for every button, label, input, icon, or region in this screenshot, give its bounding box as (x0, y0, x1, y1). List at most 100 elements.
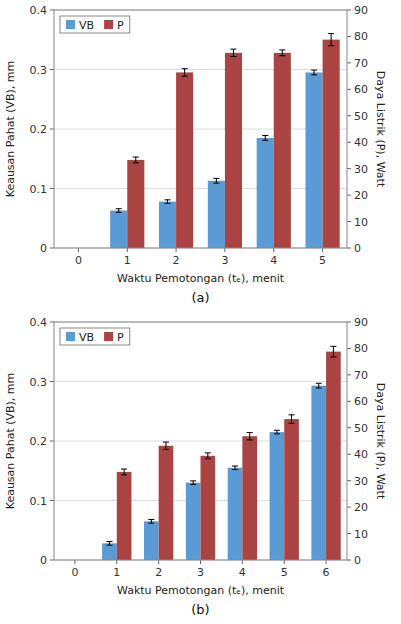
error-bar (121, 469, 127, 475)
bar (201, 456, 216, 560)
y2-tick-label: 80 (354, 30, 368, 43)
y-tick-label: 0.3 (30, 64, 48, 77)
chart: 00.10.20.30.40102030405060708090012345Wa… (0, 0, 401, 312)
x-tick (284, 560, 285, 564)
x-tick-label: 2 (173, 254, 180, 267)
y2-tick (347, 221, 351, 222)
y2-tick (347, 374, 351, 375)
y-tick (50, 129, 54, 130)
x-tick (322, 248, 323, 252)
bar (110, 211, 127, 248)
bar (270, 432, 285, 560)
error-bar (106, 542, 112, 546)
bar (228, 468, 243, 560)
y2-tick (347, 168, 351, 169)
bar (127, 160, 144, 248)
grid-line (54, 129, 347, 130)
x-axis-label: Waktu Pemotongan (tₑ), menit (117, 584, 285, 597)
y2-tick (347, 427, 351, 428)
error-bar (190, 481, 196, 485)
error-bar (116, 209, 122, 213)
bar (311, 386, 326, 560)
plot-background (54, 322, 347, 560)
y-tick-label: 0 (40, 242, 47, 255)
bar (102, 543, 117, 560)
bar (186, 483, 201, 560)
marks (110, 34, 340, 248)
y-tick-label: 0.1 (30, 495, 48, 508)
error-bar (311, 70, 317, 75)
bar (305, 72, 322, 248)
legend-entry: P (117, 331, 124, 344)
bar (257, 138, 274, 248)
y-tick-label: 0 (40, 554, 47, 567)
y2-tick (347, 62, 351, 63)
y2-tick-label: 40 (354, 136, 368, 149)
plot: 00.10.20.30.401020304050607080900123456W… (4, 316, 387, 617)
x-tick (127, 248, 128, 252)
y2-tick-label: 30 (354, 163, 368, 176)
y-tick (50, 500, 54, 501)
y-tick-label: 0.4 (30, 4, 48, 17)
y-tick-label: 0.1 (30, 183, 48, 196)
y-tick (50, 69, 54, 70)
y2-tick (347, 507, 351, 508)
bar (323, 40, 340, 248)
y2-tick (347, 533, 351, 534)
x-tick-label: 1 (124, 254, 131, 267)
y2-tick-label: 10 (354, 216, 368, 229)
x-tick (326, 560, 327, 564)
legend-entry: VB (79, 19, 94, 32)
plot-frame (54, 10, 347, 248)
y2-tick-label: 90 (354, 4, 368, 17)
y2-tick (347, 142, 351, 143)
x-tick (78, 248, 79, 252)
x-tick-label: 4 (270, 254, 277, 267)
y2-tick-label: 60 (354, 395, 368, 408)
y2-tick (347, 322, 351, 323)
x-tick (273, 248, 274, 252)
y-tick-label: 0.4 (30, 316, 48, 329)
bar (176, 72, 193, 248)
y-tick (50, 322, 54, 323)
y2-tick-label: 20 (354, 189, 368, 202)
plot: 00.10.20.30.40102030405060708090012345Wa… (4, 4, 387, 305)
y2-axis-label: Daya Listrik (P), Watt (374, 71, 387, 188)
grid-line (54, 381, 347, 382)
y2-tick (347, 248, 351, 249)
legend-swatch (66, 332, 75, 341)
y-tick (50, 381, 54, 382)
bar (208, 181, 225, 248)
bar (159, 202, 176, 248)
error-bar (289, 415, 295, 423)
y2-tick-label: 10 (354, 528, 368, 541)
grid-line (54, 441, 347, 442)
x-tick-label: 5 (319, 254, 326, 267)
legend-entry: VB (79, 331, 94, 344)
y2-tick-label: 50 (354, 110, 368, 123)
x-tick-label: 2 (155, 566, 162, 579)
error-bar (247, 433, 253, 440)
error-bar (330, 346, 336, 357)
x-axis-label: Waktu Pemotongan (tₑ), menit (117, 272, 285, 285)
x-tick-label: 5 (281, 566, 288, 579)
y2-tick-label: 50 (354, 422, 368, 435)
y2-tick (347, 560, 351, 561)
y2-tick (347, 454, 351, 455)
y-tick-label: 0.2 (30, 123, 48, 136)
y2-tick-label: 80 (354, 342, 368, 355)
annotation: (b) (191, 602, 209, 617)
legend-entry: P (117, 19, 124, 32)
legend-swatch (104, 20, 113, 29)
y2-tick (347, 89, 351, 90)
y2-tick (347, 195, 351, 196)
y2-tick-label: 60 (354, 83, 368, 96)
annotation: (a) (191, 290, 209, 305)
x-tick (242, 560, 243, 564)
error-bar (133, 157, 139, 163)
error-bar (165, 200, 171, 204)
y-tick (50, 188, 54, 189)
chart: 00.10.20.30.401020304050607080900123456W… (0, 312, 401, 624)
legend-swatch (104, 332, 113, 341)
grid-line (54, 69, 347, 70)
